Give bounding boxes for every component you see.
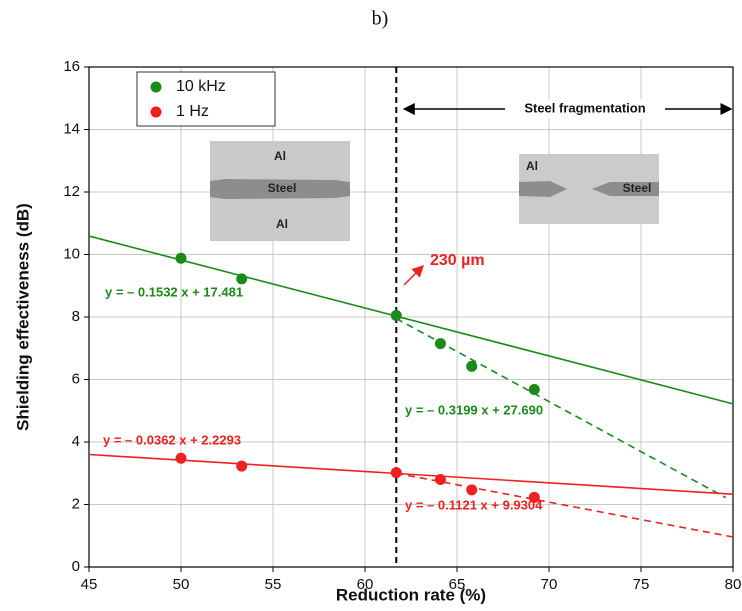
x-tick-label: 55 [265,576,282,593]
legend-marker [150,106,162,118]
data-point [528,384,540,395]
x-tick-label: 75 [633,576,650,593]
fit-equation: y = – 0.3199 x + 27.690 [405,402,543,417]
y-tick-label: 10 [63,245,80,262]
inset-label: Al [526,159,538,173]
y-tick-label: 14 [63,120,80,137]
steel-fragment [592,182,659,196]
fit-line [396,472,734,538]
inset-label: Al [274,149,286,163]
inset-label: Steel [623,181,652,195]
legend-label: 1 Hz [176,103,209,120]
data-point [236,460,248,472]
fit-line [88,453,734,495]
legend-label: 10 kHz [176,78,226,95]
x-axis-label: Reduction rate (%) [336,585,486,604]
x-tick-label: 65 [449,576,466,593]
data-point [434,474,446,485]
legend-box [136,71,276,127]
y-tick-label: 4 [72,433,80,450]
fit-line [395,317,727,499]
size-arrow [403,264,425,286]
y-tick-label: 2 [72,495,80,512]
fit-equation: y = – 0.1532 x + 17.481 [105,284,243,299]
data-point [236,273,248,285]
data-point [466,360,478,372]
plot-frame [88,66,734,568]
x-tick-label: 70 [541,576,558,593]
legend-marker [150,81,162,93]
x-tick-label: 45 [81,576,98,593]
region-label: Steel fragmentation [524,100,645,115]
fit-equation: y = – 0.1121 x + 9.9304 [405,497,543,512]
data-point [390,467,402,479]
data-point [434,338,446,350]
data-point [390,309,402,321]
data-point [466,484,478,496]
data-point [528,491,540,503]
x-tick-label: 60 [357,576,374,593]
y-axis-label: Shielding effectiveness (dB) [13,203,32,431]
fit-equation: y = – 0.0362 x + 2.2293 [103,432,241,447]
steel-fragment [519,181,567,197]
x-tick-label: 80 [725,576,742,593]
data-point [175,252,187,264]
y-tick-label: 12 [63,183,80,200]
y-tick-label: 0 [72,558,80,575]
chart-title: b) [372,8,389,30]
x-tick-label: 50 [173,576,190,593]
size-label: 230 µm [430,252,485,269]
fit-line [88,235,734,405]
steel-band [210,179,350,199]
y-tick-label: 8 [72,308,80,325]
data-point [175,452,187,464]
y-tick-label: 6 [72,370,80,387]
y-tick-label: 16 [63,58,80,75]
inset-label: Steel [268,181,297,195]
inset-label: Al [276,217,288,231]
region-label-bg [505,99,665,119]
